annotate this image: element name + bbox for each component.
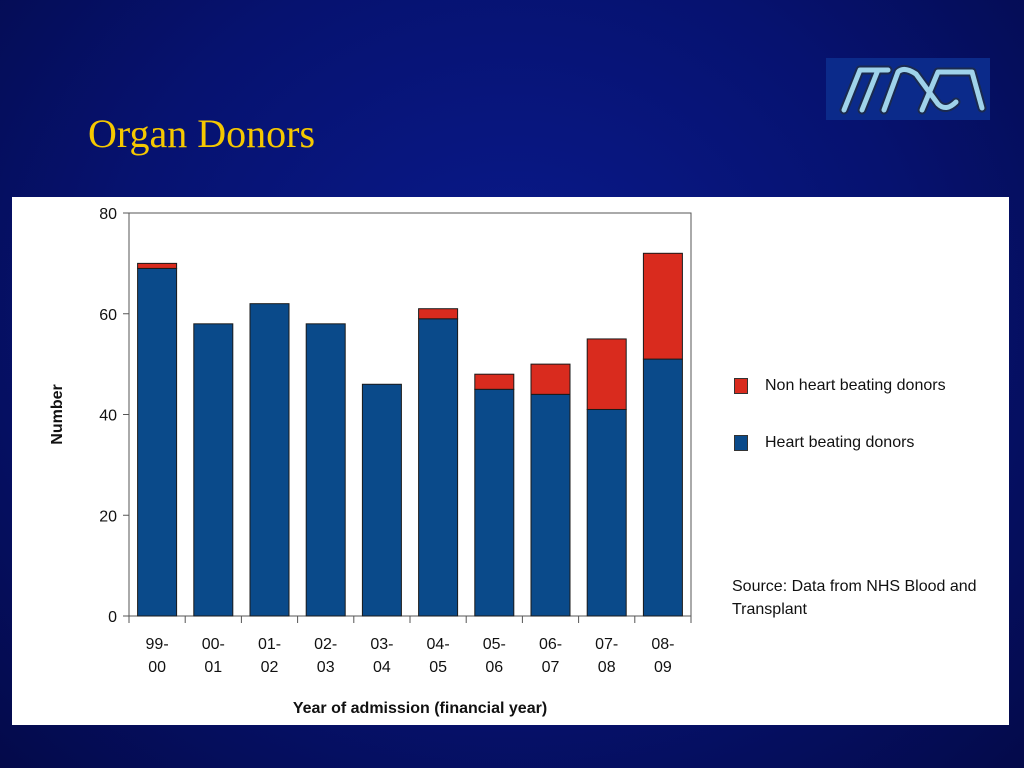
x-tick-label: 03 — [317, 659, 335, 676]
y-tick-label: 60 — [99, 307, 117, 324]
bar-non-heart-beating — [418, 308, 459, 320]
x-tick-label: 06- — [539, 636, 562, 653]
x-axis-label: Year of admission (financial year) — [293, 700, 547, 717]
bar-heart-beating — [137, 267, 178, 617]
y-tick-label: 0 — [108, 609, 117, 626]
x-tick-label: 06 — [485, 659, 503, 676]
x-tick-label: 04- — [427, 636, 450, 653]
x-tick-label: 05- — [483, 636, 506, 653]
bar-heart-beating — [530, 393, 571, 617]
legend-label: Heart beating donors — [765, 434, 915, 451]
x-tick-label: 01 — [204, 659, 222, 676]
bar-heart-beating — [305, 323, 346, 617]
x-tick-label: 08 — [598, 659, 616, 676]
y-tick-label: 20 — [99, 508, 117, 525]
stacked-bar-chart: 0 20 40 60 80 Number 99- 00 00- 01 01- 02 02- 03 03- 04… — [49, 206, 692, 717]
legend-label: Non heart beating donors — [765, 377, 946, 394]
x-tick-label: 00 — [148, 659, 166, 676]
x-tick-label: 05 — [429, 659, 447, 676]
y-axis-label: Number — [49, 384, 66, 444]
slide-title: Organ Donors — [88, 111, 316, 156]
bar-heart-beating — [193, 323, 234, 617]
bar-heart-beating — [642, 358, 683, 617]
bar-heart-beating — [249, 303, 290, 617]
x-tick-label: 07- — [595, 636, 618, 653]
x-tick-label: 04 — [373, 659, 391, 676]
chart-panel: 0 20 40 60 80 Number 99- 00 00- 01 01- 02 02- 03 03- 04… — [12, 197, 1009, 725]
x-tick-label: 09 — [654, 659, 672, 676]
bar-non-heart-beating — [586, 338, 627, 410]
x-tick-label: 07 — [542, 659, 560, 676]
x-tick-label: 02- — [314, 636, 337, 653]
x-tick-label: 01- — [258, 636, 281, 653]
source-note: Source: Data from NHS Blood and Transpla… — [732, 578, 977, 618]
legend-swatch-heart-beating — [734, 435, 748, 451]
organisation-logo-icon — [826, 58, 990, 120]
x-tick-label: 08- — [651, 636, 674, 653]
x-tick-label: 00- — [202, 636, 225, 653]
y-tick-label: 80 — [99, 206, 117, 223]
bar-non-heart-beating — [530, 363, 571, 395]
y-tick-label: 40 — [99, 408, 117, 425]
legend-item-heart-beating: Heart beating donors — [734, 432, 946, 454]
chart-legend: Non heart beating donors Heart beating d… — [734, 375, 946, 489]
legend-item-non-heart-beating: Non heart beating donors — [734, 375, 946, 397]
x-tick-label: 02 — [261, 659, 279, 676]
x-tick-label: 03- — [370, 636, 393, 653]
x-tick-label: 99- — [146, 636, 169, 653]
legend-swatch-non-heart-beating — [734, 378, 748, 394]
bar-heart-beating — [418, 318, 459, 617]
bar-heart-beating — [586, 408, 627, 617]
bar-heart-beating — [361, 383, 402, 617]
bar-heart-beating — [474, 388, 515, 617]
bar-non-heart-beating — [474, 373, 515, 390]
bar-non-heart-beating — [137, 262, 178, 269]
bar-non-heart-beating — [642, 252, 683, 360]
